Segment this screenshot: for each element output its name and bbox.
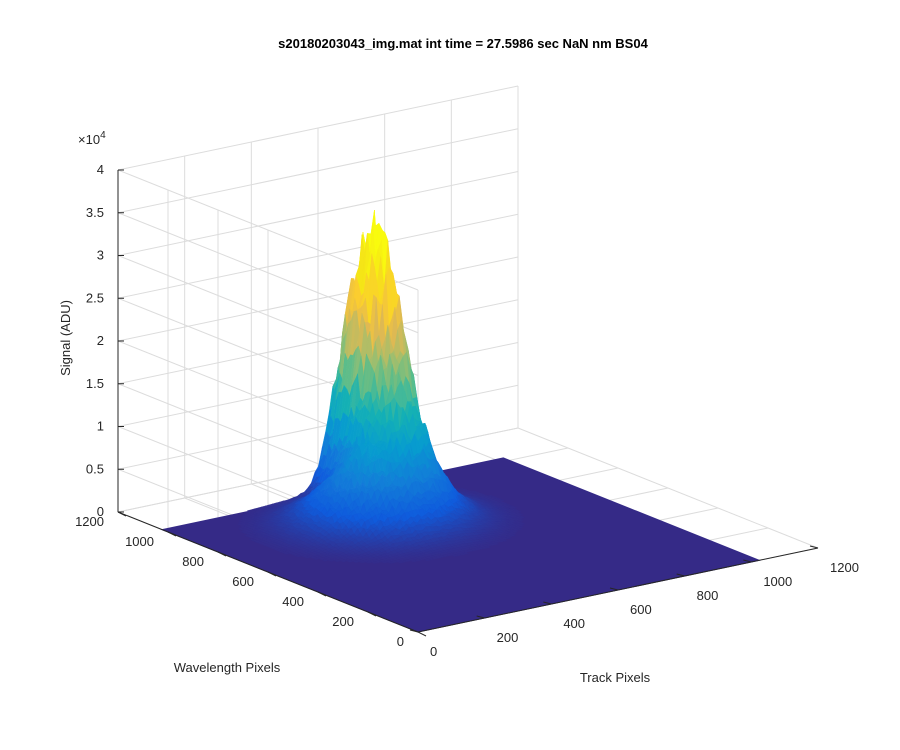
y-tick-label: 1200	[75, 514, 104, 529]
surface-patch	[340, 559, 348, 563]
surface-patch	[371, 561, 379, 564]
surface-patch	[303, 555, 311, 559]
z-tick-label: 1	[97, 419, 104, 434]
y-tick-label: 600	[232, 574, 254, 589]
x-tick-label: 800	[697, 588, 719, 603]
surface-patch	[327, 558, 335, 562]
surface-plot	[160, 210, 762, 633]
z-tick-label: 1.5	[86, 376, 104, 391]
x-tick-label: 200	[497, 630, 519, 645]
z-tick-label: 2	[97, 333, 104, 348]
surface-patch	[451, 554, 459, 557]
surface-patch	[294, 554, 303, 558]
x-tick-label: 400	[563, 616, 585, 631]
z-axis-label: Signal (ADU)	[58, 300, 73, 376]
axis-ticks: 00.511.522.533.5402004006008001000120002…	[75, 162, 859, 659]
y-tick	[417, 631, 427, 637]
y-tick	[367, 611, 377, 617]
x-tick-label: 600	[630, 602, 652, 617]
surface-patch	[352, 560, 360, 563]
surface-patch	[333, 559, 342, 562]
surface-patch	[321, 558, 329, 562]
surface-patch	[358, 560, 367, 564]
y-tick	[217, 551, 227, 557]
x-tick	[543, 601, 552, 605]
y-tick	[167, 531, 177, 537]
y-tick-label: 200	[332, 614, 354, 629]
x-tick-label: 1000	[763, 574, 792, 589]
y-axis-label: Wavelength Pixels	[174, 660, 281, 675]
z-tick-label: 3.5	[86, 205, 104, 220]
z-tick-label: 0	[97, 504, 104, 519]
x-tick-label: 0	[430, 644, 437, 659]
z-tick-label: 4	[97, 162, 104, 177]
surface-patch	[365, 560, 373, 564]
surface-patch	[283, 552, 291, 555]
x-tick-label: 1200	[830, 560, 859, 575]
surface-patch	[346, 559, 354, 563]
x-tick	[609, 587, 619, 591]
surface-patch	[381, 560, 389, 564]
x-tick	[476, 615, 485, 619]
chart-title: s20180203043_img.mat int time = 27.5986 …	[278, 36, 648, 51]
y-tick-label: 0	[397, 634, 404, 649]
surface-patch	[387, 561, 395, 564]
z-tick-label: 0.5	[86, 461, 104, 476]
x-tick	[743, 559, 752, 563]
y-tick	[267, 571, 277, 577]
surface-patch	[312, 557, 320, 560]
x-axis-label: Track Pixels	[580, 670, 651, 685]
x-tick	[809, 545, 819, 549]
z-exponent-label: ×104	[78, 130, 106, 147]
surface-patch	[423, 558, 431, 562]
z-tick-label: 2.5	[86, 290, 104, 305]
x-tick	[409, 629, 419, 633]
x-tick	[676, 573, 685, 577]
y-tick-label: 400	[282, 594, 304, 609]
z-tick-label: 3	[97, 248, 104, 263]
surface-patch	[397, 560, 405, 564]
y-tick	[317, 591, 327, 597]
y-tick	[117, 511, 127, 517]
surface-patch	[410, 559, 418, 563]
y-tick-label: 1000	[125, 534, 154, 549]
y-tick-label: 800	[182, 554, 204, 569]
